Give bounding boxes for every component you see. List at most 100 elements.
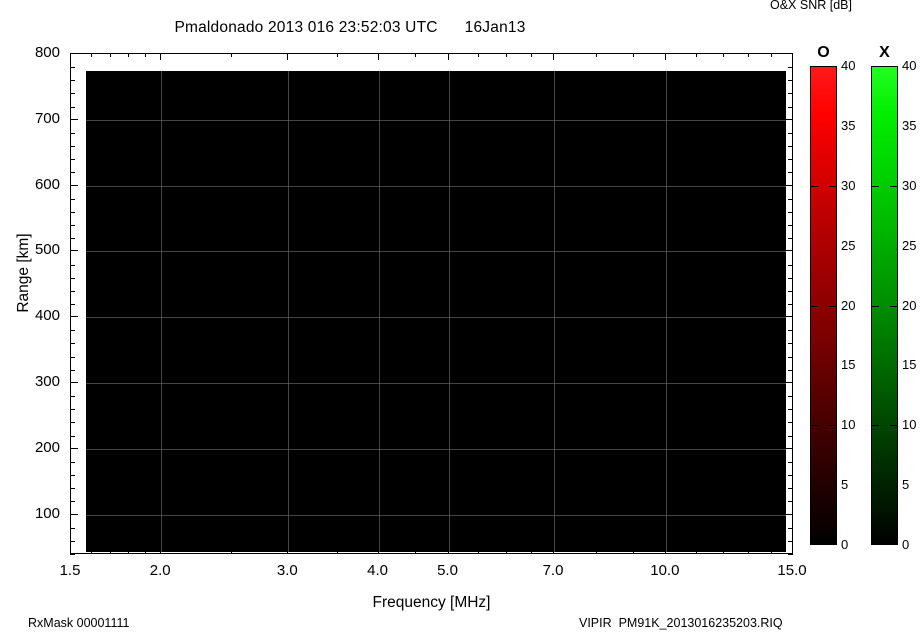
y-axis-tick <box>785 118 793 120</box>
colorbar-tick-label: 35 <box>902 117 917 133</box>
y-axis-minor-tick <box>70 172 75 174</box>
x-axis-minor-tick <box>505 53 507 57</box>
colorbar-tick <box>890 185 898 187</box>
y-axis-minor-tick <box>788 277 793 279</box>
colorbar-tick-label: 30 <box>902 177 917 193</box>
y-axis-minor-tick <box>70 159 75 161</box>
gridline-vertical <box>554 71 556 552</box>
y-axis-tick-label: 100 <box>34 504 60 522</box>
x-axis-tick <box>447 53 449 60</box>
x-axis-minor-tick <box>128 550 130 554</box>
x-axis-tick <box>664 53 666 60</box>
y-axis-minor-tick <box>788 198 793 200</box>
y-axis-minor-tick <box>788 172 793 174</box>
x-axis-tick-label: 1.5 <box>59 562 81 579</box>
x-axis-minor-tick <box>478 53 480 57</box>
colorbar-tick <box>810 185 818 187</box>
y-axis-minor-tick <box>70 198 75 200</box>
colorbar-tick-label: 20 <box>902 297 917 313</box>
y-axis-minor-tick <box>70 461 75 463</box>
y-axis-minor-tick <box>788 396 793 398</box>
colorbar-tick-label: 5 <box>841 477 849 493</box>
y-axis-minor-tick <box>788 369 793 371</box>
y-axis-tick <box>785 447 793 449</box>
x-axis-tick-label: 3.0 <box>276 562 298 579</box>
y-axis-minor-tick <box>70 67 75 69</box>
gridline-horizontal <box>86 382 786 384</box>
colorbar-o-gradient[interactable] <box>810 66 837 545</box>
y-axis-tick-label: 700 <box>34 109 60 127</box>
x-axis-minor-tick <box>530 550 532 554</box>
x-axis-minor-tick <box>632 53 634 57</box>
y-axis-minor-tick <box>788 225 793 227</box>
x-axis-tick <box>160 547 162 554</box>
x-axis-minor-tick <box>695 53 697 57</box>
y-axis-minor-tick <box>788 159 793 161</box>
x-axis-minor-tick <box>505 550 507 554</box>
y-axis-tick <box>70 118 78 120</box>
x-axis-minor-tick <box>595 550 597 554</box>
y-axis-minor-tick <box>70 409 75 411</box>
y-axis-minor-tick <box>70 488 75 490</box>
x-axis-minor-tick <box>336 550 338 554</box>
y-axis-minor-tick <box>70 290 75 292</box>
y-axis-minor-tick <box>70 356 75 358</box>
x-axis-minor-tick <box>748 550 750 554</box>
gridline-vertical <box>288 71 290 552</box>
y-axis-minor-tick <box>788 238 793 240</box>
colorbar-tick <box>810 305 818 307</box>
x-axis-minor-tick <box>415 53 417 57</box>
x-axis-minor-tick <box>723 53 725 57</box>
y-axis-minor-tick <box>70 225 75 227</box>
ionogram-data-field[interactable] <box>86 71 786 552</box>
colorbar-tick-label: 10 <box>841 417 856 433</box>
x-axis-minor-tick <box>128 53 130 57</box>
gridline-vertical <box>378 71 380 552</box>
x-axis-tick <box>664 547 666 554</box>
gridline-vertical <box>665 71 667 552</box>
colorbar-o-label: O <box>817 44 830 61</box>
y-axis-minor-tick <box>70 93 75 95</box>
y-axis-minor-tick <box>70 369 75 371</box>
x-axis-minor-tick <box>110 53 112 57</box>
x-axis-tick-label: 7.0 <box>542 562 564 579</box>
x-axis-tick-label: 4.0 <box>367 562 388 579</box>
y-axis-minor-tick <box>788 540 793 542</box>
x-axis-minor-tick <box>415 550 417 554</box>
y-axis-tick <box>70 447 78 449</box>
colorbar-tick <box>871 305 879 307</box>
y-axis-tick <box>785 316 793 318</box>
ionogram-plot-area[interactable] <box>70 53 793 555</box>
colorbar-tick-label: 0 <box>841 537 849 552</box>
x-axis-minor-tick <box>632 550 634 554</box>
x-axis-minor-tick <box>231 550 233 554</box>
x-axis-minor-tick <box>145 53 147 57</box>
colorbar-tick-label: 30 <box>841 177 856 193</box>
y-axis-minor-tick <box>70 211 75 213</box>
source-file-label: VIPIR PM91K_2013016235203.RIQ <box>579 616 783 630</box>
y-axis-minor-tick <box>788 461 793 463</box>
y-axis-tick <box>70 184 78 186</box>
x-axis-tick <box>553 547 555 554</box>
y-axis-minor-tick <box>70 330 75 332</box>
y-axis-minor-tick <box>70 554 75 555</box>
colorbar-tick-label: 20 <box>841 297 856 313</box>
y-axis-title: Range [km] <box>15 233 32 313</box>
x-axis-tick <box>792 547 793 554</box>
y-axis-minor-tick <box>70 396 75 398</box>
y-axis-minor-tick <box>788 106 793 108</box>
gridline-horizontal <box>86 185 786 187</box>
x-axis-minor-tick <box>231 53 233 57</box>
y-axis-minor-tick <box>788 501 793 503</box>
y-axis-minor-tick <box>70 277 75 279</box>
colorbar-tick-label: 40 <box>902 58 917 73</box>
colorbar-tick <box>829 305 837 307</box>
y-axis-minor-tick <box>70 501 75 503</box>
y-axis-minor-tick <box>788 67 793 69</box>
colorbar-x-gradient[interactable] <box>871 66 898 545</box>
colorbar-tick <box>871 425 879 427</box>
y-axis-tick <box>70 513 78 515</box>
y-axis-tick <box>785 53 793 54</box>
y-axis-minor-tick <box>788 211 793 213</box>
page-title: Pmaldonado 2013 016 23:52:03 UTC 16Jan13 <box>174 19 526 36</box>
